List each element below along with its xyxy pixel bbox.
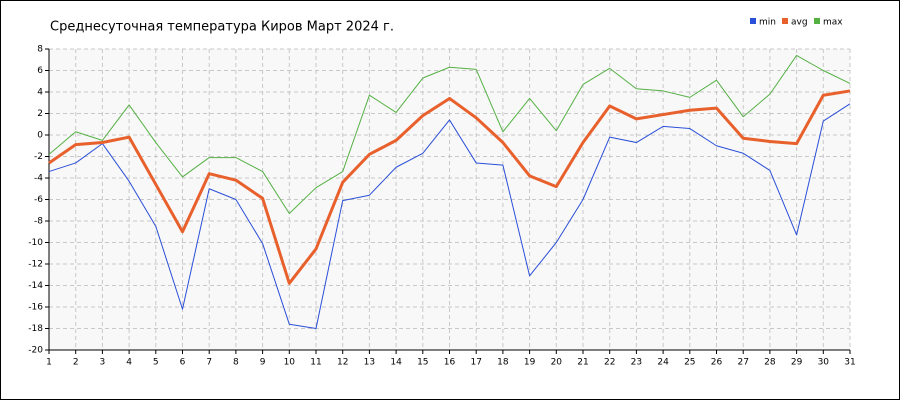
x-tick-label: 26: [711, 358, 723, 368]
legend-label: avg: [791, 18, 808, 28]
y-tick-label: 2: [37, 109, 43, 119]
x-tick-label: 9: [260, 358, 266, 368]
y-tick-label: 8: [37, 45, 43, 55]
x-tick-label: 6: [180, 358, 186, 368]
y-tick-label: -14: [28, 281, 43, 291]
x-tick-label: 14: [390, 358, 402, 368]
x-tick-label: 29: [791, 358, 803, 368]
line-series: [48, 54, 851, 214]
y-tick-label: -10: [28, 238, 43, 248]
x-tick-label: 20: [551, 358, 563, 368]
x-tick-label: 30: [818, 358, 830, 368]
x-tick-label: 17: [470, 358, 481, 368]
y-tick-label: 0: [37, 131, 43, 141]
x-tick-label: 23: [631, 358, 642, 368]
x-tick-label: 3: [100, 358, 106, 368]
x-tick-label: 28: [764, 358, 776, 368]
x-tick-label: 27: [737, 358, 748, 368]
legend-swatch: [750, 18, 756, 24]
chart-title: Среднесуточная температура Киров Март 20…: [50, 20, 394, 35]
x-tick-label: 16: [444, 358, 456, 368]
y-tick-label: -6: [34, 195, 43, 205]
x-tick-label: 18: [497, 358, 509, 368]
x-tick-label: 24: [657, 358, 669, 368]
x-tick-label: 8: [233, 358, 239, 368]
x-tick-label: 10: [284, 358, 296, 368]
y-tick-label: -12: [28, 260, 43, 270]
y-tick-label: 6: [37, 66, 43, 76]
legend-swatch: [782, 18, 788, 24]
x-tick-label: 22: [604, 358, 615, 368]
y-tick-label: -4: [34, 174, 43, 184]
y-tick-label: -2: [34, 152, 43, 162]
x-tick-label: 21: [577, 358, 588, 368]
x-tick-label: 12: [337, 358, 348, 368]
line-series: [48, 89, 851, 285]
x-tick-label: 5: [153, 358, 159, 368]
x-tick-label: 31: [844, 358, 855, 368]
x-tick-label: 15: [417, 358, 428, 368]
x-tick-label: 1: [46, 358, 52, 368]
y-tick-label: -18: [28, 324, 43, 334]
x-tick-label: 7: [206, 358, 212, 368]
y-tick-label: -16: [28, 303, 43, 313]
y-tick-label: -8: [34, 217, 43, 227]
legend-label: min: [759, 18, 776, 28]
legend-label: max: [823, 18, 843, 28]
x-tick-label: 2: [73, 358, 79, 368]
line-series: [48, 103, 851, 329]
x-tick-label: 11: [310, 358, 321, 368]
x-tick-label: 19: [524, 358, 536, 368]
x-tick-label: 25: [684, 358, 695, 368]
y-tick-label: 4: [37, 88, 43, 98]
legend-swatch: [814, 18, 820, 24]
y-tick-label: -20: [28, 346, 43, 356]
x-tick-label: 13: [364, 358, 375, 368]
x-tick-label: 4: [126, 358, 132, 368]
